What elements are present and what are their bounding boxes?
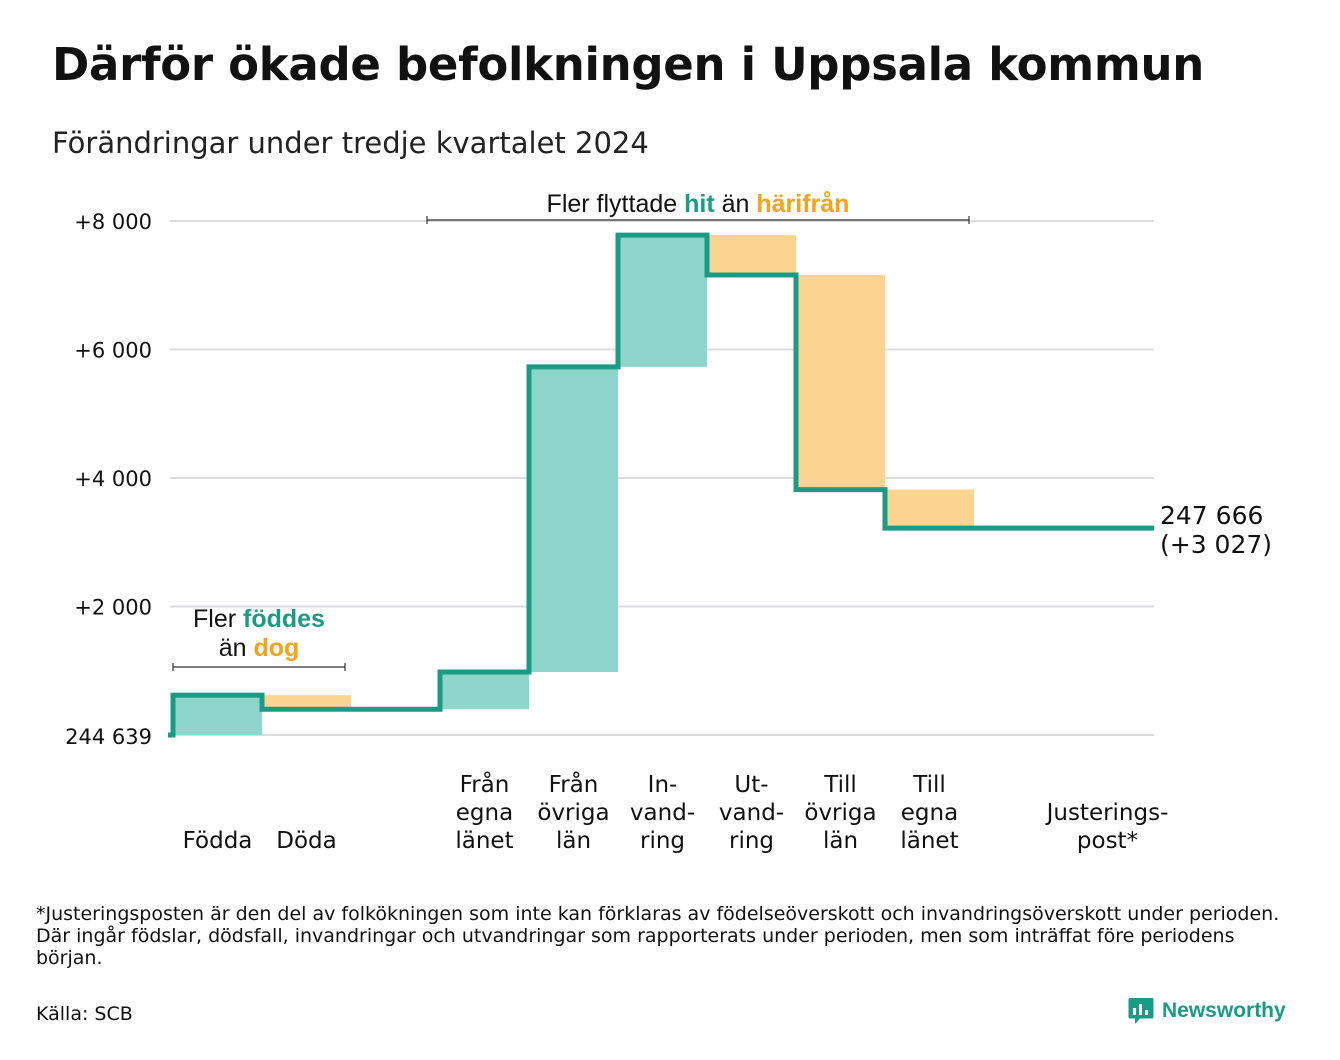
y-tick-label: +2 000 <box>74 596 152 620</box>
waterfall-bar <box>529 366 618 673</box>
births-annotation-line1: Fler föddes <box>193 605 325 633</box>
category-label: Till <box>823 772 857 798</box>
category-label: vand- <box>630 800 695 826</box>
category-label: Till <box>912 772 946 798</box>
category-label: län <box>823 828 858 854</box>
category-label: Döda <box>276 828 336 854</box>
end-total-label: 247 666 <box>1160 501 1263 530</box>
category-label: länet <box>900 828 958 854</box>
waterfall-bar <box>885 489 974 529</box>
category-label: Från <box>549 770 599 798</box>
running-total-path <box>168 232 1154 738</box>
category-label: Ut- <box>734 772 768 798</box>
footnote: *Justeringsposten är den del av folkökni… <box>36 903 1280 969</box>
category-label: övriga <box>804 800 876 826</box>
newsworthy-logo-icon <box>1128 998 1154 1024</box>
category-label: Från <box>460 770 510 798</box>
y-tick-label: +4 000 <box>74 467 152 491</box>
category-label: länet <box>455 828 513 854</box>
y-tick-label: +6 000 <box>74 339 152 363</box>
births-annotation-line2: än dog <box>219 634 300 662</box>
gridlines <box>170 220 1154 736</box>
waterfall-bar <box>440 672 529 710</box>
waterfall-bar <box>796 274 885 490</box>
y-tick-label-start: 244 639 <box>65 725 152 749</box>
category-label: vand- <box>719 800 784 826</box>
y-tick-label: +8 000 <box>74 210 152 234</box>
category-label: län <box>556 828 591 854</box>
category-labels: Födda DödaFrånegnalänetFrånövrigalänIn-va… <box>183 770 1169 854</box>
waterfall-bar <box>707 235 796 275</box>
category-label: egna <box>456 800 513 826</box>
waterfall-bar <box>173 695 262 735</box>
waterfall-bar <box>618 235 707 367</box>
category-label: egna <box>901 800 958 826</box>
category-label: Födda <box>183 828 253 854</box>
chart-title: Därför ökade befolkningen i Uppsala komm… <box>52 38 1204 91</box>
category-label: ring <box>729 828 774 854</box>
end-change-label: (+3 027) <box>1160 530 1272 559</box>
waterfall-chart: 244 639 +2 000 +4 000 +6 000 +8 000 Födda Död… <box>65 190 1272 854</box>
brand-name: Newsworthy <box>1162 999 1286 1022</box>
category-label: post* <box>1077 828 1138 854</box>
chart-subtitle: Förändringar under tredje kvartalet 2024 <box>52 126 649 160</box>
category-label: Justerings- <box>1045 800 1169 826</box>
source-text: Källa: SCB <box>36 1003 133 1025</box>
brand: Newsworthy <box>1128 997 1286 1025</box>
category-label: In- <box>648 772 678 798</box>
waterfall-bar <box>262 695 351 710</box>
migration-annotation: Fler flyttade hit än härifrån <box>547 190 850 218</box>
category-label: ring <box>640 828 685 854</box>
category-label: övriga <box>537 800 609 826</box>
running-total-line <box>168 232 1154 738</box>
bars <box>173 235 974 735</box>
y-axis-labels: 244 639 +2 000 +4 000 +6 000 +8 000 <box>65 210 152 749</box>
